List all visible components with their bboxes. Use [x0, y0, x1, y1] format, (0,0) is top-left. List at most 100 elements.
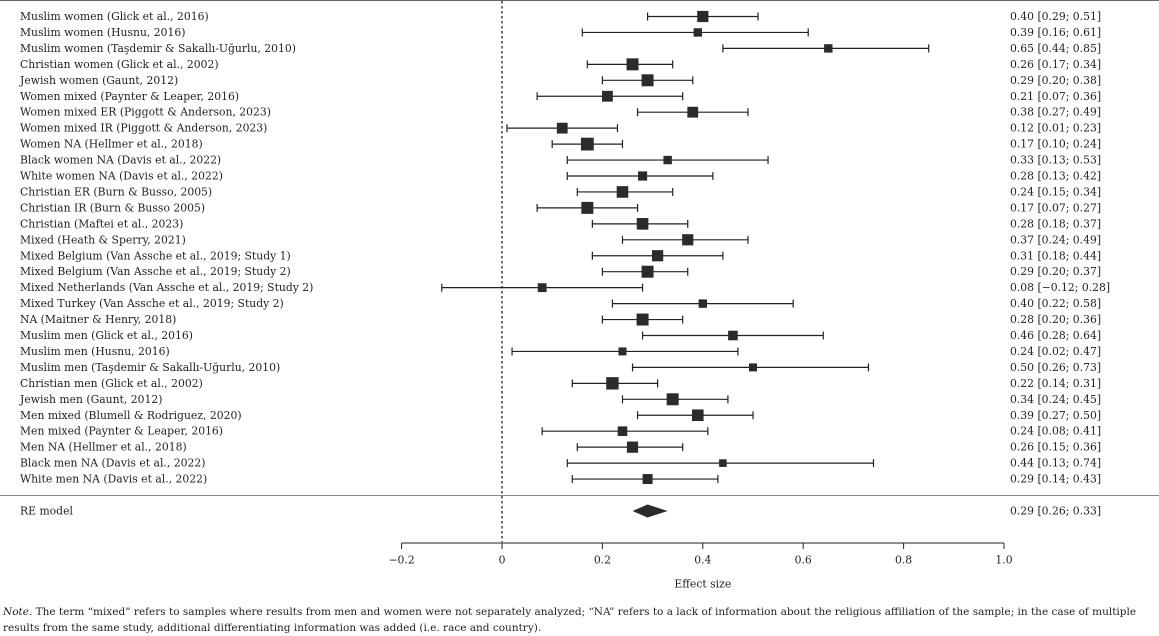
- effect-ci-text: 0.29 [0.14; 0.43]: [1010, 473, 1101, 486]
- effect-ci-text: 0.40 [0.22; 0.58]: [1010, 297, 1101, 310]
- effect-marker: [682, 234, 694, 246]
- effect-marker: [824, 44, 833, 53]
- effect-ci-text: 0.65 [0.44; 0.85]: [1010, 42, 1101, 55]
- effect-ci-text: 0.28 [0.20; 0.36]: [1010, 313, 1101, 326]
- summary-diamond: [632, 504, 668, 518]
- effect-ci-text: 0.26 [0.15; 0.36]: [1010, 441, 1101, 454]
- effect-marker: [617, 426, 628, 436]
- effect-ci-text: 0.39 [0.27; 0.50]: [1010, 409, 1101, 422]
- effect-marker: [728, 330, 738, 341]
- effect-ci-text: 0.17 [0.07; 0.27]: [1010, 201, 1101, 214]
- effect-marker: [641, 74, 654, 87]
- effect-marker: [618, 347, 627, 356]
- study-label: Jewish women (Gaunt, 2012): [19, 74, 178, 87]
- effect-marker: [691, 409, 704, 422]
- note-text: The term “mixed” refers to samples where…: [3, 606, 1137, 634]
- effect-ci-text: 0.24 [0.02; 0.47]: [1010, 345, 1101, 358]
- study-label: Black men NA (Davis et al., 2022): [20, 457, 205, 470]
- x-tick-label: 0.4: [694, 554, 711, 567]
- study-label: Mixed (Heath & Sperry, 2021): [20, 233, 186, 246]
- effect-marker: [642, 474, 653, 485]
- effect-ci-text: 0.24 [0.15; 0.34]: [1010, 185, 1101, 198]
- study-label: Muslim women (Taşdemir & Sakallı-Uğurlu,…: [20, 42, 296, 55]
- forest-plot: Muslim women (Glick et al., 2016) 0.40 [0…: [0, 0, 1159, 591]
- study-label: Christian women (Glick et al., 2002): [20, 58, 219, 71]
- effect-marker: [636, 313, 649, 326]
- effect-marker: [626, 441, 639, 453]
- effect-marker: [719, 459, 727, 467]
- effect-marker: [641, 265, 654, 278]
- effect-marker: [663, 155, 672, 165]
- study-label: Muslim women (Husnu, 2016): [20, 26, 185, 39]
- study-label: Women mixed ER (Piggott & Anderson, 2023…: [20, 106, 271, 119]
- summary-ci-text: 0.29 [0.26; 0.33]: [1010, 505, 1101, 518]
- effect-ci-text: 0.50 [0.26; 0.73]: [1010, 361, 1101, 374]
- study-label: Men NA (Hellmer et al., 2018): [20, 441, 187, 454]
- x-tick-label: 0: [499, 554, 506, 567]
- effect-ci-text: 0.24 [0.08; 0.41]: [1010, 425, 1101, 438]
- study-label: Muslim men (Glick et al., 2016): [20, 329, 193, 342]
- effect-ci-text: 0.29 [0.20; 0.38]: [1010, 74, 1101, 87]
- effect-marker: [687, 106, 699, 118]
- study-label: NA (Maitner & Henry, 2018): [20, 313, 176, 326]
- study-label: Men mixed (Paynter & Leaper, 2016): [20, 425, 223, 438]
- effect-marker: [693, 28, 702, 37]
- effect-marker: [652, 250, 664, 262]
- effect-ci-text: 0.28 [0.18; 0.37]: [1010, 217, 1101, 230]
- study-label: Muslim women (Glick et al., 2016): [20, 10, 209, 23]
- study-label: White women NA (Davis et al., 2022): [20, 170, 223, 183]
- effect-marker: [749, 363, 757, 372]
- x-axis-title: Effect size: [674, 578, 731, 591]
- study-label: Women mixed (Paynter & Leaper, 2016): [20, 90, 239, 103]
- effect-ci-text: 0.33 [0.13; 0.53]: [1010, 154, 1101, 167]
- study-label: Women NA (Hellmer et al., 2018): [20, 138, 203, 151]
- effect-marker: [537, 283, 547, 293]
- study-label: Men mixed (Blumell & Rodriguez, 2020): [20, 409, 242, 422]
- effect-ci-text: 0.46 [0.28; 0.64]: [1010, 329, 1101, 342]
- x-tick-label: 0.6: [795, 554, 812, 567]
- study-label: Christian ER (Burn & Busso, 2005): [20, 185, 212, 198]
- effect-marker: [697, 10, 709, 23]
- effect-ci-text: 0.38 [0.27; 0.49]: [1010, 106, 1101, 119]
- effect-marker: [602, 90, 613, 102]
- effect-marker: [581, 201, 594, 214]
- effect-marker: [556, 122, 568, 134]
- effect-ci-text: 0.12 [0.01; 0.23]: [1010, 122, 1101, 135]
- effect-ci-text: 0.34 [0.24; 0.45]: [1010, 393, 1101, 406]
- study-label: Black women NA (Davis et al., 2022): [20, 154, 221, 167]
- effect-marker: [698, 299, 707, 308]
- effect-ci-text: 0.44 [0.13; 0.74]: [1010, 457, 1101, 470]
- effect-ci-text: 0.39 [0.16; 0.61]: [1010, 26, 1101, 39]
- study-label: Christian men (Glick et al., 2002): [20, 377, 203, 390]
- effect-marker: [666, 393, 679, 406]
- study-label: Mixed Belgium (Van Assche et al., 2019; …: [20, 249, 291, 262]
- effect-ci-text: 0.21 [0.07; 0.36]: [1010, 90, 1101, 103]
- effect-ci-text: 0.37 [0.24; 0.49]: [1010, 233, 1101, 246]
- effect-ci-text: 0.28 [0.13; 0.42]: [1010, 170, 1101, 183]
- study-label: Jewish men (Gaunt, 2012): [19, 393, 162, 406]
- effect-ci-text: 0.29 [0.20; 0.37]: [1010, 265, 1101, 278]
- x-tick-label: −0.2: [388, 554, 414, 567]
- figure-note: Note. The term “mixed” refers to samples…: [3, 604, 1153, 636]
- study-label: Mixed Belgium (Van Assche et al., 2019; …: [20, 265, 291, 278]
- effect-ci-text: 0.26 [0.17; 0.34]: [1010, 58, 1101, 71]
- effect-ci-text: 0.40 [0.29; 0.51]: [1010, 10, 1101, 23]
- effect-marker: [616, 186, 629, 198]
- effect-ci-text: 0.17 [0.10; 0.24]: [1010, 138, 1101, 151]
- study-label: Christian IR (Burn & Busso 2005): [20, 201, 205, 214]
- study-label: Mixed Netherlands (Van Assche et al., 20…: [20, 281, 313, 294]
- effect-marker: [580, 137, 594, 151]
- effect-ci-text: 0.08 [−0.12; 0.28]: [1010, 281, 1110, 294]
- x-tick-label: 0.2: [594, 554, 611, 567]
- study-label: White men NA (Davis et al., 2022): [20, 473, 207, 486]
- study-label: Muslim men (Husnu, 2016): [20, 345, 170, 358]
- effect-marker: [606, 377, 619, 390]
- study-label: Women mixed IR (Piggott & Anderson, 2023…: [20, 122, 267, 135]
- summary-label: RE model: [20, 505, 73, 518]
- effect-marker: [626, 58, 639, 71]
- effect-marker: [637, 171, 648, 181]
- effect-marker: [636, 218, 649, 230]
- effect-ci-text: 0.22 [0.14; 0.31]: [1010, 377, 1101, 390]
- note-lead: Note.: [3, 606, 33, 618]
- study-label: Muslim men (Taşdemir & Sakallı-Uğurlu, 2…: [20, 361, 280, 374]
